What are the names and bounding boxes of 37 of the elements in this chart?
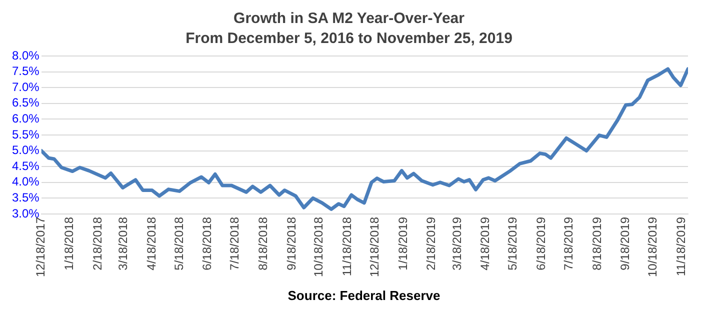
x-tick-label: 12/18/2018 <box>368 216 382 278</box>
y-tick-label: 6.0% <box>12 111 40 126</box>
x-tick-label: 9/18/2019 <box>618 216 632 270</box>
x-tick-label: 6/18/2018 <box>200 216 214 270</box>
x-tick-label: 1/18/2019 <box>396 216 410 270</box>
y-tick-label: 3.5% <box>12 190 40 204</box>
x-tick-label: 9/18/2018 <box>284 216 298 270</box>
y-tick-label: 6.5% <box>12 96 40 110</box>
y-tick-label: 8.0% <box>12 48 40 62</box>
x-tick-label: 5/18/2018 <box>172 216 186 270</box>
x-tick-label: 3/18/2018 <box>116 216 130 270</box>
x-tick-label: 6/18/2019 <box>534 216 548 270</box>
x-tick-label: 10/18/2019 <box>646 216 660 278</box>
x-tick-label: 7/18/2019 <box>561 216 576 270</box>
x-tick-label: 11/18/2019 <box>674 216 688 276</box>
x-tick-label: 1/18/2018 <box>62 216 76 270</box>
x-tick-label: 2/18/2018 <box>90 216 104 270</box>
y-tick-label: 7.0% <box>12 80 40 94</box>
x-tick-label: 2/18/2019 <box>424 216 438 270</box>
x-tick-label: 8/18/2019 <box>590 216 604 270</box>
y-tick-label: 4.0% <box>12 174 40 189</box>
y-tick-label: 7.5% <box>12 64 40 78</box>
x-tick-label: 8/18/2018 <box>256 216 270 270</box>
chart-title: Growth in SA M2 Year-Over-Year <box>234 10 465 28</box>
x-tick-label: 11/18/2018 <box>340 216 354 276</box>
chart-subtitle: From December 5, 2016 to November 25, 2019 <box>186 30 512 48</box>
x-tick-label: 3/18/2019 <box>450 216 464 270</box>
y-tick-label: 5.0% <box>12 143 40 158</box>
x-tick-label: 7/18/2018 <box>228 216 242 270</box>
x-tick-label: 4/18/2018 <box>144 216 158 270</box>
source-note: Source: Federal Reserve <box>286 288 442 303</box>
y-tick-label: 5.5% <box>12 127 40 142</box>
x-tick-label: 5/18/2019 <box>506 216 520 270</box>
x-tick-label: 4/18/2019 <box>478 216 492 270</box>
y-tick-label: 4.5% <box>12 158 40 173</box>
x-tick-label: 12/18/2017 <box>34 216 48 278</box>
x-tick-label: 10/18/2018 <box>312 216 326 278</box>
